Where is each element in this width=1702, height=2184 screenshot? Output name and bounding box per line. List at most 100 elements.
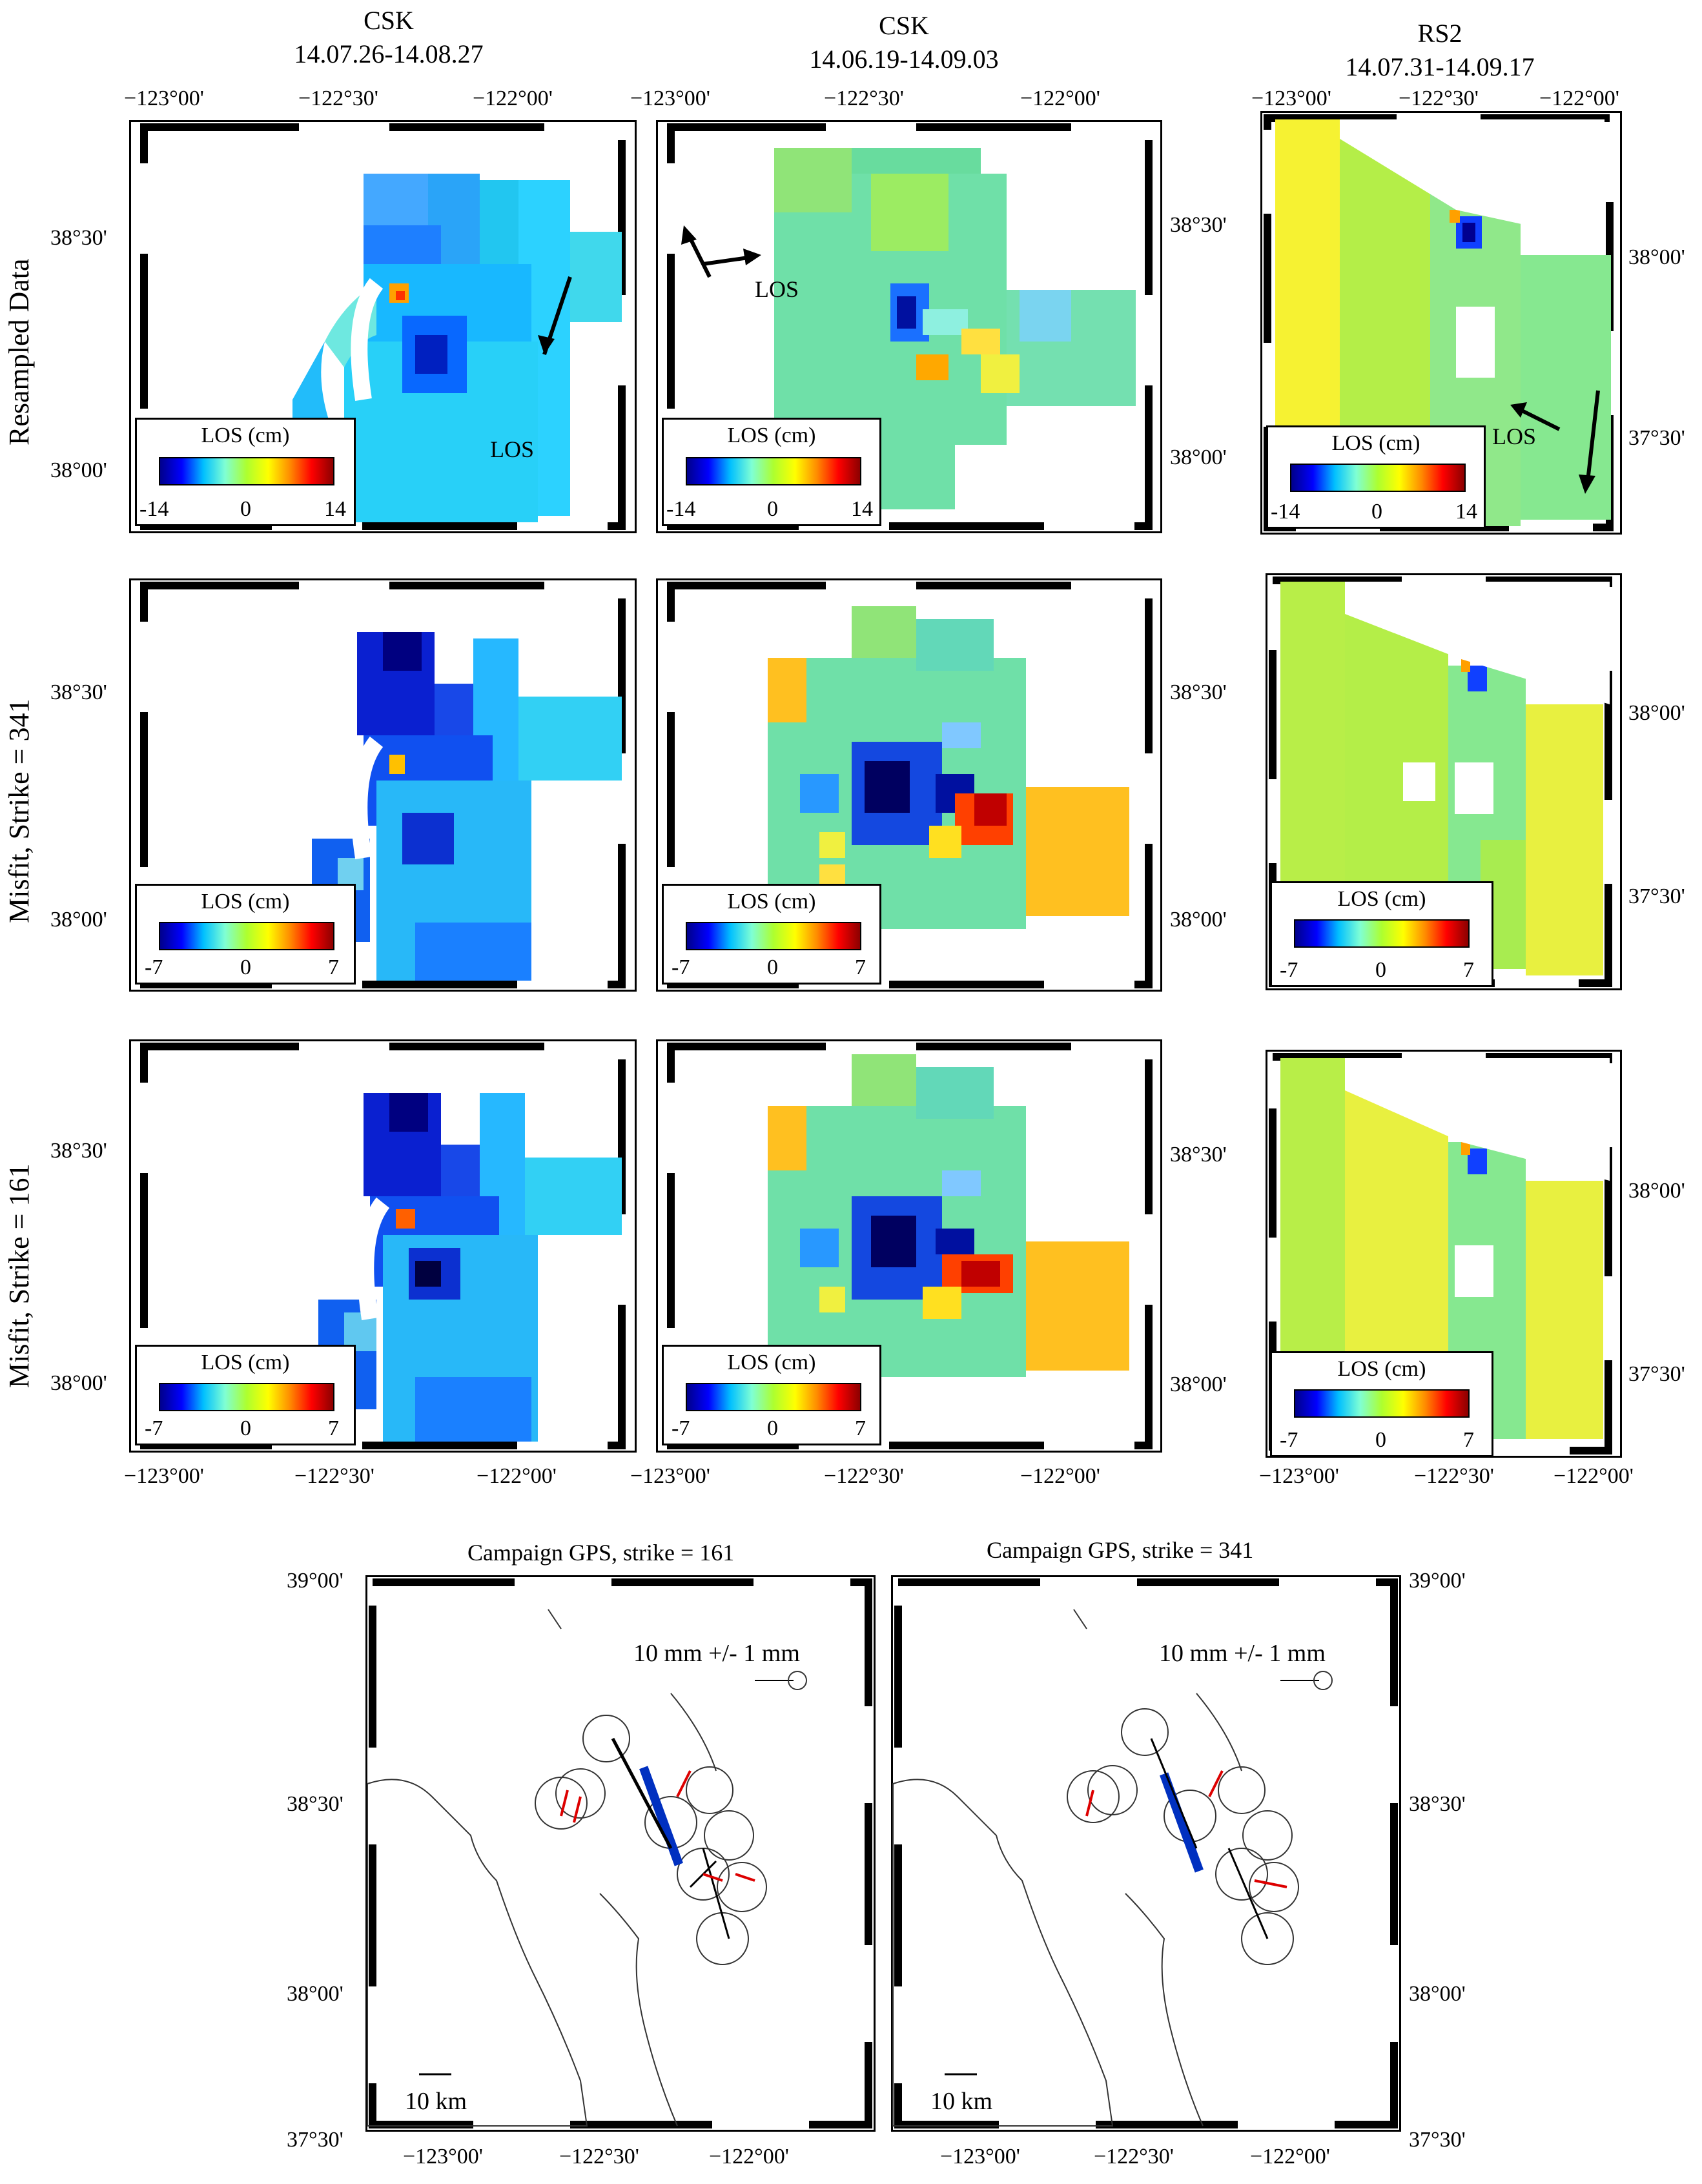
colorbar-r3-c2: LOS (cm) -7 0 7: [662, 1345, 881, 1445]
lat-tick-r1-c1-a: 38°30': [50, 226, 107, 250]
column-3-dates: 14.07.31-14.09.17: [1345, 52, 1535, 81]
colorbar-title: LOS (cm): [727, 1351, 816, 1374]
panel-r3-c3: LOS (cm) -7 0 7: [1266, 1050, 1622, 1458]
colorbar-mid-label: 0: [240, 1416, 251, 1440]
colorbar-max-label: 7: [328, 955, 339, 979]
lon-tick-bottom-c3-a: −123°00': [1259, 1464, 1339, 1488]
colorbar-r2-c1: LOS (cm) -7 0 7: [135, 884, 356, 985]
colorbar-min-label: -7: [1280, 958, 1298, 982]
panel-r3-c2: LOS (cm) -7 0 7: [656, 1039, 1162, 1453]
colorbar-max-label: 7: [855, 955, 866, 979]
gps-lon-tick-left-b: −122°30': [559, 2145, 639, 2169]
panel-r2-c2: LOS (cm) -7 0 7: [656, 578, 1162, 992]
colorbar-title: LOS (cm): [201, 424, 290, 447]
colorbar-max-label: 14: [1455, 500, 1477, 524]
lon-tick-top-c1-c: −122°00': [473, 87, 553, 110]
colorbar-gradient: [686, 1383, 861, 1411]
lon-tick-bottom-c1-a: −123°00': [124, 1464, 204, 1488]
gps-left-title: Campaign GPS, strike = 161: [467, 1540, 735, 1566]
colorbar-max-label: 7: [328, 1416, 339, 1440]
los-label-r1-c2: LOS: [755, 276, 799, 302]
column-1-dates: 14.07.26-14.08.27: [294, 39, 484, 68]
colorbar-gradient: [1294, 919, 1470, 948]
colorbar-mid-label: 0: [1375, 1428, 1386, 1452]
colorbar-gradient: [1294, 1389, 1470, 1418]
gps-left-km-label: 10 km: [405, 2088, 467, 2115]
colorbar-mid-label: 0: [767, 497, 778, 521]
lat-tick-r3-c3-b: 37°30': [1628, 1362, 1685, 1386]
colorbar-gradient: [159, 457, 334, 485]
gps-right-title: Campaign GPS, strike = 341: [987, 1537, 1254, 1563]
colorbar-min-label: -14: [666, 497, 696, 521]
colorbar-min-label: -7: [672, 955, 690, 979]
column-title-1: CSK 14.07.26-14.08.27: [260, 4, 518, 71]
lon-tick-top-c3-a: −123°00': [1251, 87, 1331, 110]
colorbar-r2-c3: LOS (cm) -7 0 7: [1270, 881, 1493, 987]
colorbar-r1-c2: LOS (cm) -14 0 14: [662, 418, 881, 526]
colorbar-min-label: -14: [139, 497, 169, 521]
lon-tick-top-c2-b: −122°30': [824, 87, 904, 110]
colorbar-gradient: [159, 1383, 334, 1411]
colorbar-mid-label: 0: [240, 497, 251, 521]
lat-tick-r3-c3-a: 38°00': [1628, 1179, 1685, 1203]
lon-tick-bottom-c1-c: −122°00': [477, 1464, 557, 1488]
colorbar-max-label: 7: [1463, 958, 1474, 982]
gps-right-scale-label: 10 mm +/- 1 mm: [1159, 1640, 1326, 1667]
row-label-3: Misfit, Strike = 161: [3, 1163, 35, 1389]
colorbar-max-label: 7: [1463, 1428, 1474, 1452]
column-2-dates: 14.06.19-14.09.03: [809, 45, 999, 74]
panel-r1-c3: LOS LOS (cm) -14 0 14: [1260, 111, 1622, 535]
colorbar-title: LOS (cm): [1331, 431, 1420, 455]
colorbar-gradient: [159, 922, 334, 950]
lat-tick-r2-c2-b: 38°00': [1170, 908, 1227, 932]
panel-r1-c1: LOS (cm) -14 0 14 LOS: [129, 120, 637, 533]
column-3-sensor: RS2: [1417, 19, 1462, 48]
colorbar-gradient: [686, 922, 861, 950]
column-2-sensor: CSK: [879, 11, 929, 40]
column-1-sensor: CSK: [364, 6, 414, 35]
lon-tick-bottom-c2-b: −122°30': [824, 1464, 904, 1488]
lon-tick-bottom-c3-c: −122°00': [1553, 1464, 1634, 1488]
gps-lat-tick-left-a: 39°00': [287, 1569, 343, 1593]
gps-lon-tick-right-b: −122°30': [1094, 2145, 1174, 2169]
gps-lat-tick-right-d: 37°30': [1409, 2128, 1466, 2152]
panel-r1-c2: LOS LOS (cm) -14 0 14: [656, 120, 1162, 533]
gps-lon-tick-right-c: −122°00': [1250, 2145, 1330, 2169]
panel-r3-c1: LOS (cm) -7 0 7: [129, 1039, 637, 1453]
colorbar-min-label: -7: [145, 1416, 163, 1440]
lat-tick-r1-c3-a: 38°00': [1628, 245, 1685, 269]
colorbar-title: LOS (cm): [727, 424, 816, 447]
colorbar-min-label: -14: [1271, 500, 1300, 524]
lon-tick-top-c1-a: −123°00': [124, 87, 204, 110]
colorbar-title: LOS (cm): [1337, 887, 1426, 911]
gps-panel-right: 10 mm +/- 1 mm 10 km: [891, 1575, 1401, 2132]
colorbar-min-label: -7: [672, 1416, 690, 1440]
panel-r2-c3: LOS (cm) -7 0 7: [1266, 573, 1622, 990]
gps-lat-tick-left-b: 38°30': [287, 1792, 343, 1816]
gps-lat-tick-right-c: 38°00': [1409, 1982, 1466, 2006]
lon-tick-bottom-c3-b: −122°30': [1414, 1464, 1494, 1488]
colorbar-title: LOS (cm): [727, 890, 816, 913]
lon-tick-bottom-c2-a: −123°00': [630, 1464, 710, 1488]
row-label-2: Misfit, Strike = 341: [3, 699, 35, 924]
lat-tick-r3-c1-a: 38°30': [50, 1139, 107, 1163]
colorbar-mid-label: 0: [1375, 958, 1386, 982]
gps-lat-tick-right-a: 39°00': [1409, 1569, 1466, 1593]
gps-map-right: [892, 1578, 1398, 2128]
colorbar-max-label: 7: [855, 1416, 866, 1440]
colorbar-min-label: -7: [1280, 1428, 1298, 1452]
los-label-r1-c1: LOS: [490, 436, 535, 462]
colorbar-gradient: [1290, 464, 1466, 492]
lat-tick-r3-c2-a: 38°30': [1170, 1143, 1227, 1167]
colorbar-mid-label: 0: [767, 955, 778, 979]
lat-tick-r2-c3-b: 37°30': [1628, 884, 1685, 908]
lat-tick-r2-c1-b: 38°00': [50, 908, 107, 932]
lat-tick-r2-c2-a: 38°30': [1170, 680, 1227, 704]
lon-tick-bottom-c1-b: −122°30': [294, 1464, 374, 1488]
gps-left-scale-label: 10 mm +/- 1 mm: [633, 1640, 800, 1667]
colorbar-r1-c1: LOS (cm) -14 0 14: [135, 418, 356, 526]
lon-tick-bottom-c2-c: −122°00': [1020, 1464, 1100, 1488]
lat-tick-r3-c2-b: 38°00': [1170, 1373, 1227, 1396]
colorbar-gradient: [686, 457, 861, 485]
colorbar-r3-c1: LOS (cm) -7 0 7: [135, 1345, 356, 1445]
